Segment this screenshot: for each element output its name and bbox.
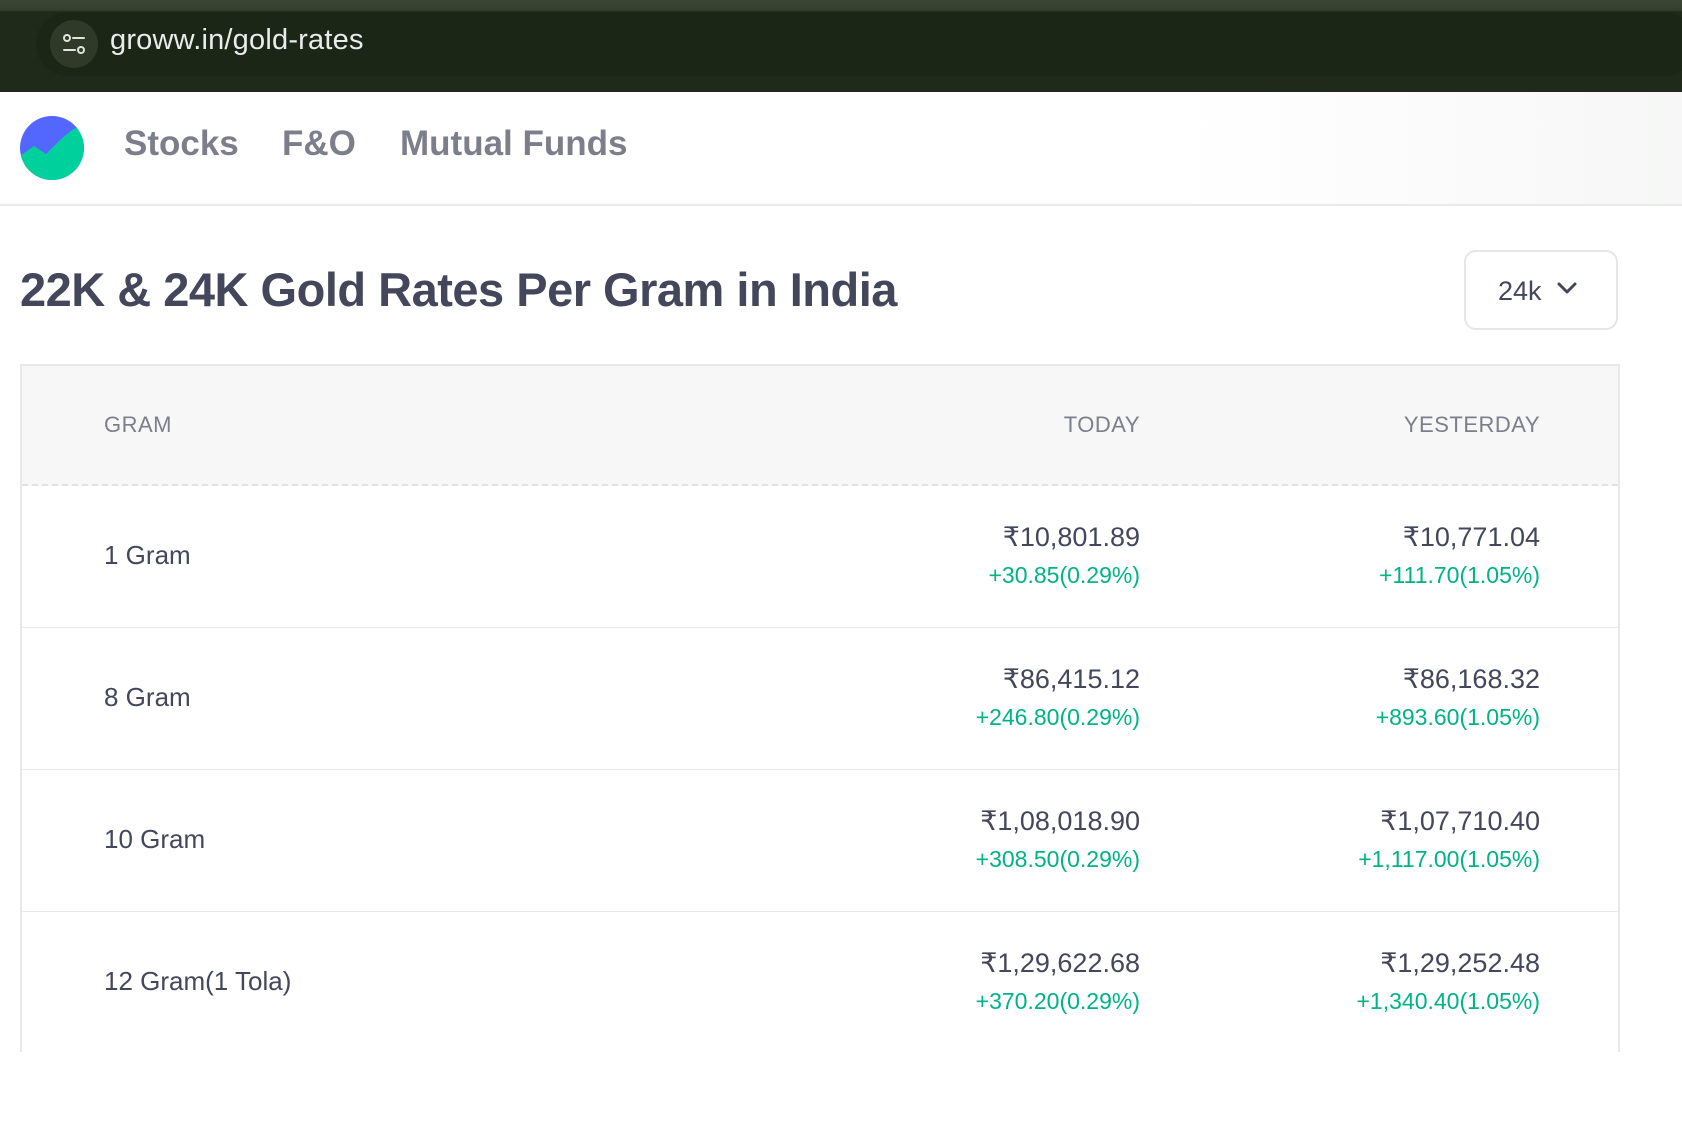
header-yesterday: YESTERDAY	[1403, 412, 1540, 437]
row-gram: 8 Gram	[104, 682, 191, 712]
row-gram: 1 Gram	[104, 540, 191, 570]
chevron-down-icon	[1556, 280, 1578, 301]
nav-mutual-funds[interactable]: Mutual Funds	[400, 124, 628, 163]
yesterday-change: +1,117.00(1.05%)	[1358, 846, 1540, 872]
nav-fno[interactable]: F&O	[282, 124, 356, 163]
header-today: TODAY	[1063, 412, 1140, 437]
table-row: 10 Gram ₹1,08,018.90 +308.50(0.29%) ₹1,0…	[22, 770, 1618, 913]
url-text[interactable]: groww.in/gold-rates	[110, 24, 364, 56]
row-gram: 10 Gram	[104, 824, 206, 854]
browser-toolbar: groww.in/gold-rates	[0, 0, 1682, 92]
yesterday-price: ₹86,168.32	[1402, 664, 1540, 694]
today-change: +370.20(0.29%)	[975, 988, 1140, 1014]
yesterday-change: +1,340.40(1.05%)	[1356, 988, 1541, 1014]
today-change: +246.80(0.29%)	[975, 704, 1140, 730]
yesterday-price: ₹10,771.04	[1402, 522, 1540, 552]
groww-logo[interactable]	[20, 116, 84, 180]
yesterday-price: ₹1,29,252.48	[1380, 948, 1540, 978]
today-price: ₹1,29,622.68	[980, 948, 1140, 978]
table-row: 1 Gram ₹10,801.89 +30.85(0.29%) ₹10,771.…	[22, 486, 1618, 629]
yesterday-price: ₹1,07,710.40	[1380, 806, 1540, 836]
table-header: GRAM TODAY YESTERDAY	[22, 366, 1618, 486]
yesterday-change: +111.70(1.05%)	[1379, 562, 1540, 588]
today-change: +30.85(0.29%)	[988, 562, 1140, 588]
site-settings-icon[interactable]	[50, 20, 98, 68]
header-gram: GRAM	[104, 412, 172, 437]
today-change: +308.50(0.29%)	[975, 846, 1140, 872]
karat-dropdown-value: 24k	[1498, 276, 1542, 306]
today-price: ₹1,08,018.90	[980, 806, 1140, 836]
row-gram: 12 Gram(1 Tola)	[104, 966, 292, 996]
nav-stocks[interactable]: Stocks	[124, 124, 239, 163]
table-row: 8 Gram ₹86,415.12 +246.80(0.29%) ₹86,168…	[22, 628, 1618, 771]
address-bar[interactable]	[36, 12, 1682, 76]
page-title: 22K & 24K Gold Rates Per Gram in India	[20, 263, 897, 316]
today-price: ₹10,801.89	[1002, 522, 1140, 552]
yesterday-change: +893.60(1.05%)	[1375, 704, 1540, 730]
today-price: ₹86,415.12	[1002, 664, 1140, 694]
karat-dropdown[interactable]: 24k	[1464, 250, 1618, 330]
gold-rates-table: GRAM TODAY YESTERDAY 1 Gram ₹10,801.89 +…	[20, 364, 1620, 1053]
table-row: 12 Gram(1 Tola) ₹1,29,622.68 +370.20(0.2…	[22, 912, 1618, 1053]
site-header: Stocks F&O Mutual Funds	[0, 92, 1682, 206]
